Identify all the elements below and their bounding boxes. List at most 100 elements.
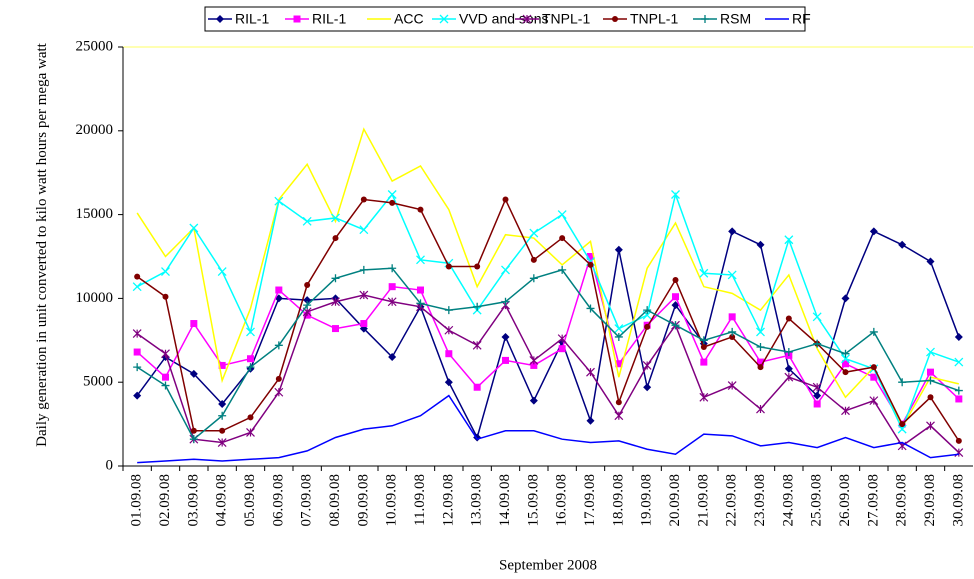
series-line (136, 197, 960, 442)
point (161, 381, 170, 390)
point (190, 320, 198, 328)
x-tick-label: 15.09.08 (525, 474, 541, 527)
point (529, 228, 539, 238)
legend-label: VVD and sons (459, 11, 549, 27)
point (870, 373, 878, 381)
y-tick-label: 15000 (76, 206, 114, 222)
point (388, 283, 396, 291)
series-line (136, 230, 960, 440)
point (218, 411, 227, 420)
point (612, 16, 618, 22)
point (784, 235, 794, 245)
point (501, 297, 510, 306)
legend-label: RIL-1 (312, 11, 346, 27)
x-tick-label: 24.09.08 (780, 474, 796, 527)
point (219, 427, 226, 434)
x-tick-label: 03.09.08 (185, 474, 201, 527)
point (614, 324, 624, 334)
point (161, 267, 170, 277)
point (162, 373, 169, 381)
x-tick-label: 26.09.08 (837, 474, 853, 527)
point (586, 416, 595, 425)
legend-label: RSM (720, 11, 751, 27)
point (246, 327, 255, 337)
point (700, 358, 708, 366)
point (557, 334, 567, 344)
point (757, 358, 764, 366)
point (870, 364, 877, 371)
point (614, 411, 624, 421)
point (247, 414, 254, 421)
point (784, 348, 793, 357)
point (728, 313, 736, 321)
point (926, 421, 935, 431)
point (502, 196, 509, 203)
point (728, 327, 737, 336)
point (954, 332, 963, 341)
point (275, 286, 283, 294)
point (954, 448, 964, 458)
point (926, 376, 935, 385)
point (558, 345, 566, 353)
x-tick-label: 16.09.08 (554, 474, 570, 527)
point (444, 306, 453, 315)
point (388, 353, 397, 362)
point (614, 245, 623, 254)
point (899, 421, 906, 428)
point (331, 297, 340, 307)
point (869, 327, 878, 336)
point (359, 265, 368, 274)
series-line (136, 267, 960, 441)
y-axis-label: Daily generation in unit converted to ki… (34, 43, 50, 447)
x-tick-label: 11.09.08 (412, 474, 428, 526)
x-tick-label: 04.09.08 (214, 474, 230, 527)
point (756, 404, 765, 414)
x-tick-label: 07.09.08 (299, 474, 315, 527)
point (727, 270, 737, 280)
point (529, 274, 538, 283)
point (586, 304, 595, 313)
x-tick-label: 09.09.08 (355, 474, 371, 527)
point (841, 406, 850, 416)
series-line (137, 394, 959, 464)
x-tick-label: 06.09.08 (270, 474, 286, 527)
point (473, 302, 482, 311)
point (672, 293, 679, 301)
legend-label: TNPL-1 (542, 11, 590, 27)
point (587, 253, 594, 260)
point (557, 210, 567, 220)
point (293, 15, 301, 23)
point (927, 394, 934, 401)
x-tick-label: 19.09.08 (639, 474, 655, 527)
point (813, 400, 821, 408)
point (501, 332, 510, 341)
point (813, 339, 822, 348)
point (954, 386, 963, 395)
point (190, 427, 197, 434)
point (586, 367, 595, 377)
point (303, 296, 312, 305)
point (614, 332, 623, 341)
point (756, 327, 765, 337)
point (472, 340, 482, 350)
point (841, 294, 850, 303)
point (643, 383, 652, 392)
point (303, 301, 312, 310)
point (842, 369, 849, 376)
point (955, 437, 962, 444)
x-tick-label: 27.09.08 (865, 474, 881, 527)
point (217, 267, 227, 277)
point (389, 199, 396, 206)
point (473, 383, 481, 391)
point (445, 263, 452, 270)
point (955, 395, 963, 403)
point (274, 196, 284, 206)
point (530, 256, 537, 263)
point (161, 349, 170, 359)
point (302, 216, 312, 226)
point (134, 273, 141, 280)
point (274, 341, 283, 350)
point (444, 378, 453, 387)
point (274, 387, 284, 397)
point (132, 282, 142, 292)
